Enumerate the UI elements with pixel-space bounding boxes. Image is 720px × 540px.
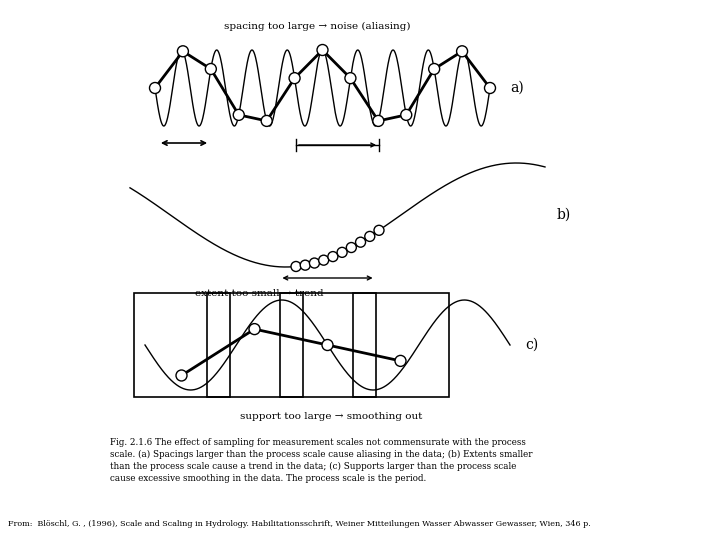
Circle shape [456, 46, 467, 57]
Circle shape [428, 64, 440, 75]
Circle shape [289, 73, 300, 84]
Text: spacing too large → noise (aliasing): spacing too large → noise (aliasing) [223, 22, 410, 31]
Circle shape [322, 340, 333, 350]
Text: support too large → smoothing out: support too large → smoothing out [240, 412, 423, 421]
Text: b): b) [557, 208, 571, 222]
Circle shape [337, 247, 347, 258]
Bar [133, 293, 230, 397]
Circle shape [485, 83, 495, 93]
Circle shape [150, 83, 161, 93]
Circle shape [300, 260, 310, 270]
Circle shape [317, 44, 328, 56]
Circle shape [205, 64, 216, 75]
Circle shape [374, 225, 384, 235]
Bar [353, 293, 449, 397]
Circle shape [233, 110, 244, 120]
Circle shape [345, 73, 356, 84]
Circle shape [177, 46, 189, 57]
Circle shape [373, 116, 384, 126]
Circle shape [319, 255, 328, 265]
Circle shape [346, 242, 356, 253]
Bar [207, 293, 302, 397]
Circle shape [261, 116, 272, 126]
Circle shape [401, 110, 412, 120]
Text: From:  Blöschl, G. , (1996), Scale and Scaling in Hydrology. Habilitationsschrif: From: Blöschl, G. , (1996), Scale and Sc… [8, 520, 590, 528]
Text: extent too small → trend: extent too small → trend [195, 289, 323, 298]
Circle shape [249, 323, 260, 335]
Circle shape [291, 261, 301, 272]
Text: Fig. 2.1.6 The effect of sampling for measurement scales not commensurate with t: Fig. 2.1.6 The effect of sampling for me… [110, 438, 533, 483]
Bar [279, 293, 376, 397]
Text: a): a) [510, 81, 523, 95]
Circle shape [365, 232, 375, 241]
Circle shape [395, 355, 406, 367]
Circle shape [328, 252, 338, 261]
Circle shape [176, 370, 187, 381]
Circle shape [310, 258, 320, 268]
Circle shape [356, 237, 366, 247]
Text: c): c) [525, 338, 539, 352]
